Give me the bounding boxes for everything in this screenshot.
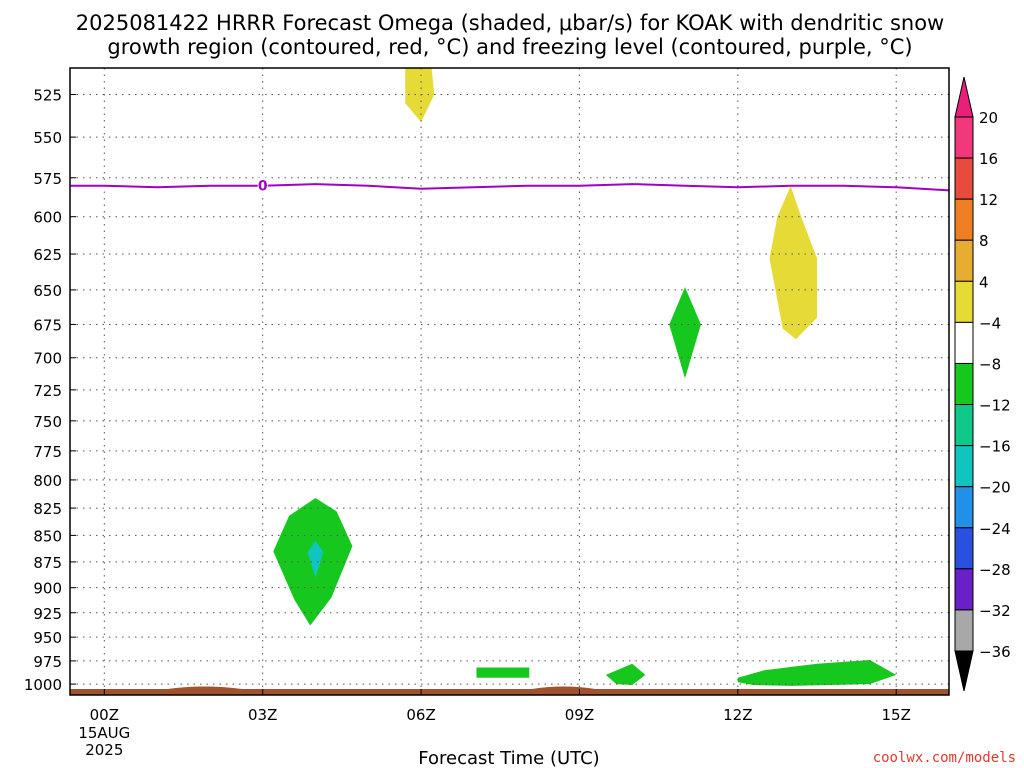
y-axis: 525 550 575 600 625 650 675 700 725 750 775 800 825 8…	[24, 87, 76, 694]
x-tick-label: 06Z	[406, 706, 435, 724]
freezing-level: 0	[70, 177, 950, 195]
y-tick-label: 850	[33, 527, 62, 545]
freezing-level-label: 0	[258, 179, 268, 195]
y-tick-label: 875	[33, 554, 62, 572]
colorbar-swatch	[954, 198, 974, 241]
y-tick-label: 775	[33, 443, 62, 461]
y-tick-label: 825	[33, 500, 62, 518]
freezing-level-line	[70, 183, 950, 192]
omega-region-1	[769, 185, 817, 340]
colorbar-label: 4	[979, 273, 989, 291]
colorbar-label: 8	[979, 232, 989, 250]
colorbar-swatch	[954, 527, 974, 570]
credit-text: coolwx.com/models	[873, 750, 1016, 766]
y-tick-label: 700	[33, 350, 62, 368]
y-tick-label: 550	[33, 129, 62, 147]
colorbar-label: −16	[979, 438, 1011, 456]
x-tick-label: 03Z	[248, 706, 277, 724]
y-tick-label: 925	[33, 605, 62, 623]
colorbar-label: −36	[979, 643, 1011, 661]
colorbar-swatch	[954, 239, 974, 282]
colorbar-under-arrow	[954, 650, 974, 692]
x-tick-label: 15Z	[882, 706, 911, 724]
colorbar-over-arrow	[954, 76, 974, 118]
colorbar-label: 16	[979, 150, 998, 168]
x-tick-date: 15AUG	[78, 724, 130, 742]
omega-region-4	[307, 540, 324, 578]
colorbar-swatch	[954, 157, 974, 200]
x-tick-year: 2025	[85, 741, 123, 759]
ground-strip	[70, 689, 949, 695]
y-tick-label: 750	[33, 413, 62, 431]
y-tick-label: 650	[33, 282, 62, 300]
ground-surface	[70, 686, 949, 695]
y-tick-label: 1000	[24, 676, 62, 694]
x-tick-label: 00Z	[90, 706, 119, 724]
y-tick-label: 575	[33, 170, 62, 188]
y-tick-label: 675	[33, 316, 62, 334]
omega-region-7	[737, 660, 897, 686]
colorbar-swatch	[954, 280, 974, 323]
y-tick-label: 525	[33, 87, 62, 105]
omega-region-5	[476, 667, 530, 678]
colorbar-swatch	[954, 116, 974, 159]
x-tick-label: 12Z	[723, 706, 752, 724]
chart-title-line2: growth region (contoured, red, °C) and f…	[107, 35, 912, 59]
colorbar-label: −28	[979, 561, 1011, 579]
colorbar-label: −20	[979, 479, 1011, 497]
colorbar-swatch	[954, 568, 974, 611]
colorbar-swatch	[954, 404, 974, 447]
x-axis-label: Forecast Time (UTC)	[418, 748, 599, 768]
colorbar-swatch	[954, 609, 974, 652]
grid-lines	[70, 68, 949, 695]
colorbar-label: −32	[979, 602, 1011, 620]
y-tick-label: 900	[33, 580, 62, 598]
colorbar-label: −4	[979, 314, 1001, 332]
y-tick-label: 625	[33, 246, 62, 264]
ground-bump-0	[167, 686, 242, 689]
colorbar-label: 12	[979, 191, 998, 209]
chart-title-line1: 2025081422 HRRR Forecast Omega (shaded, …	[76, 11, 944, 35]
colorbar: 20 16 12 8 4 −4 −8 −12 −16 −20 −24 −28 −32 −36	[954, 76, 1011, 692]
colorbar-label: −24	[979, 520, 1011, 538]
y-tick-label: 725	[33, 382, 62, 400]
colorbar-swatch	[954, 321, 974, 364]
colorbar-label: −12	[979, 397, 1011, 415]
colorbar-swatch	[954, 362, 974, 406]
omega-region-2	[669, 287, 701, 379]
y-tick-label: 800	[33, 472, 62, 490]
colorbar-swatch	[954, 445, 974, 488]
freezing-level-label-bg	[257, 177, 268, 194]
x-tick-label: 09Z	[565, 706, 594, 724]
omega-shading	[273, 68, 897, 686]
colorbar-label: 20	[979, 109, 998, 127]
omega-region-6	[605, 663, 646, 685]
colorbar-label: −8	[979, 355, 1001, 373]
ground-bump-1	[531, 686, 596, 689]
y-tick-label: 950	[33, 629, 62, 647]
plot-frame	[69, 67, 950, 696]
colorbar-swatch	[954, 486, 974, 529]
y-tick-label: 600	[33, 209, 62, 227]
y-tick-label: 975	[33, 653, 62, 671]
omega-region-0	[405, 68, 435, 122]
